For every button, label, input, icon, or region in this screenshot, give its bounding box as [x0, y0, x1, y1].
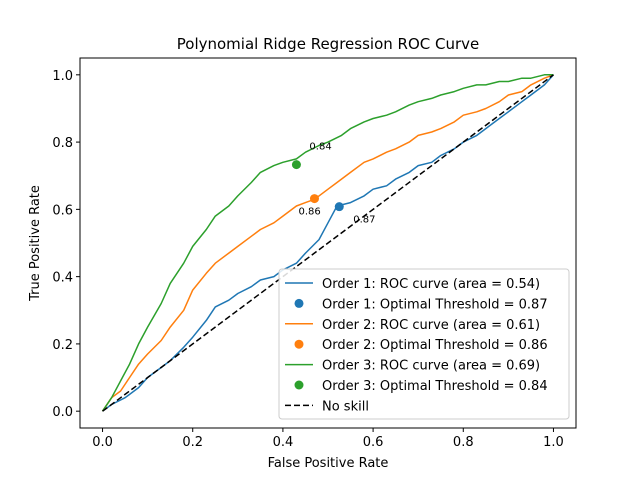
x-tick-label: 0.4 [273, 435, 294, 450]
y-tick-label: 0.0 [52, 405, 73, 420]
roc-line-order-2 [101, 74, 554, 412]
y-tick-label: 1.0 [52, 69, 73, 84]
axes-frame [79, 57, 577, 429]
legend-label-order-1-threshold: Order 1: Optimal Threshold = 0.87 [322, 297, 548, 312]
legend-label-order-3-curve: Order 3: ROC curve (area = 0.69) [322, 359, 540, 374]
x-tick-label: 0.6 [363, 435, 384, 450]
legend-label-no-skill: No skill [322, 399, 369, 414]
chart-title: Polynomial Ridge Regression ROC Curve [177, 35, 480, 53]
roc-line-order-1 [102, 74, 555, 412]
optimal-point-order-2 [309, 194, 319, 204]
y-axis-label: True Positive Rate [28, 185, 43, 302]
roc-line-order-3 [101, 74, 554, 412]
x-axis-label: False Positive Rate [268, 456, 389, 471]
optimal-point-order-1 [334, 202, 344, 212]
legend-label-order-2-curve: Order 2: ROC curve (area = 0.61) [322, 318, 540, 333]
tick-layer: 0.0 0.0 0.2 0.2 0.4 0.4 0.6 0.6 0.8 0.8 1.0 1.0 [52, 69, 563, 450]
x-tick-label: 0.0 [92, 435, 113, 450]
no-skill-line [102, 74, 554, 412]
threshold-annotation-order-2: 0.86 [298, 207, 320, 218]
legend-box [278, 268, 570, 420]
x-tick-label: 0.8 [453, 435, 474, 450]
y-tick-label: 0.6 [52, 203, 73, 218]
y-tick-label: 0.8 [52, 136, 73, 151]
x-tick-label: 1.0 [543, 435, 564, 450]
y-tick-label: 0.2 [52, 338, 73, 353]
legend-label-order-3-threshold: Order 3: Optimal Threshold = 0.84 [322, 379, 548, 394]
legend: Order 1: ROC curve (area = 0.54) Order 1:… [278, 268, 570, 420]
optimal-point-order-3 [291, 160, 301, 170]
legend-handle-order-3-threshold [294, 380, 304, 390]
plot-area: 0.87 0.86 0.84 [101, 74, 555, 412]
y-tick-label: 0.4 [52, 271, 73, 286]
threshold-annotation-order-1: 0.87 [353, 215, 375, 226]
legend-handle-order-1-threshold [294, 298, 304, 308]
x-tick-label: 0.2 [182, 435, 203, 450]
legend-label-order-1-curve: Order 1: ROC curve (area = 0.54) [322, 277, 540, 292]
threshold-annotation-order-3: 0.84 [309, 142, 331, 153]
legend-handle-order-2-threshold [294, 339, 304, 349]
legend-label-order-2-threshold: Order 2: Optimal Threshold = 0.86 [322, 338, 548, 353]
